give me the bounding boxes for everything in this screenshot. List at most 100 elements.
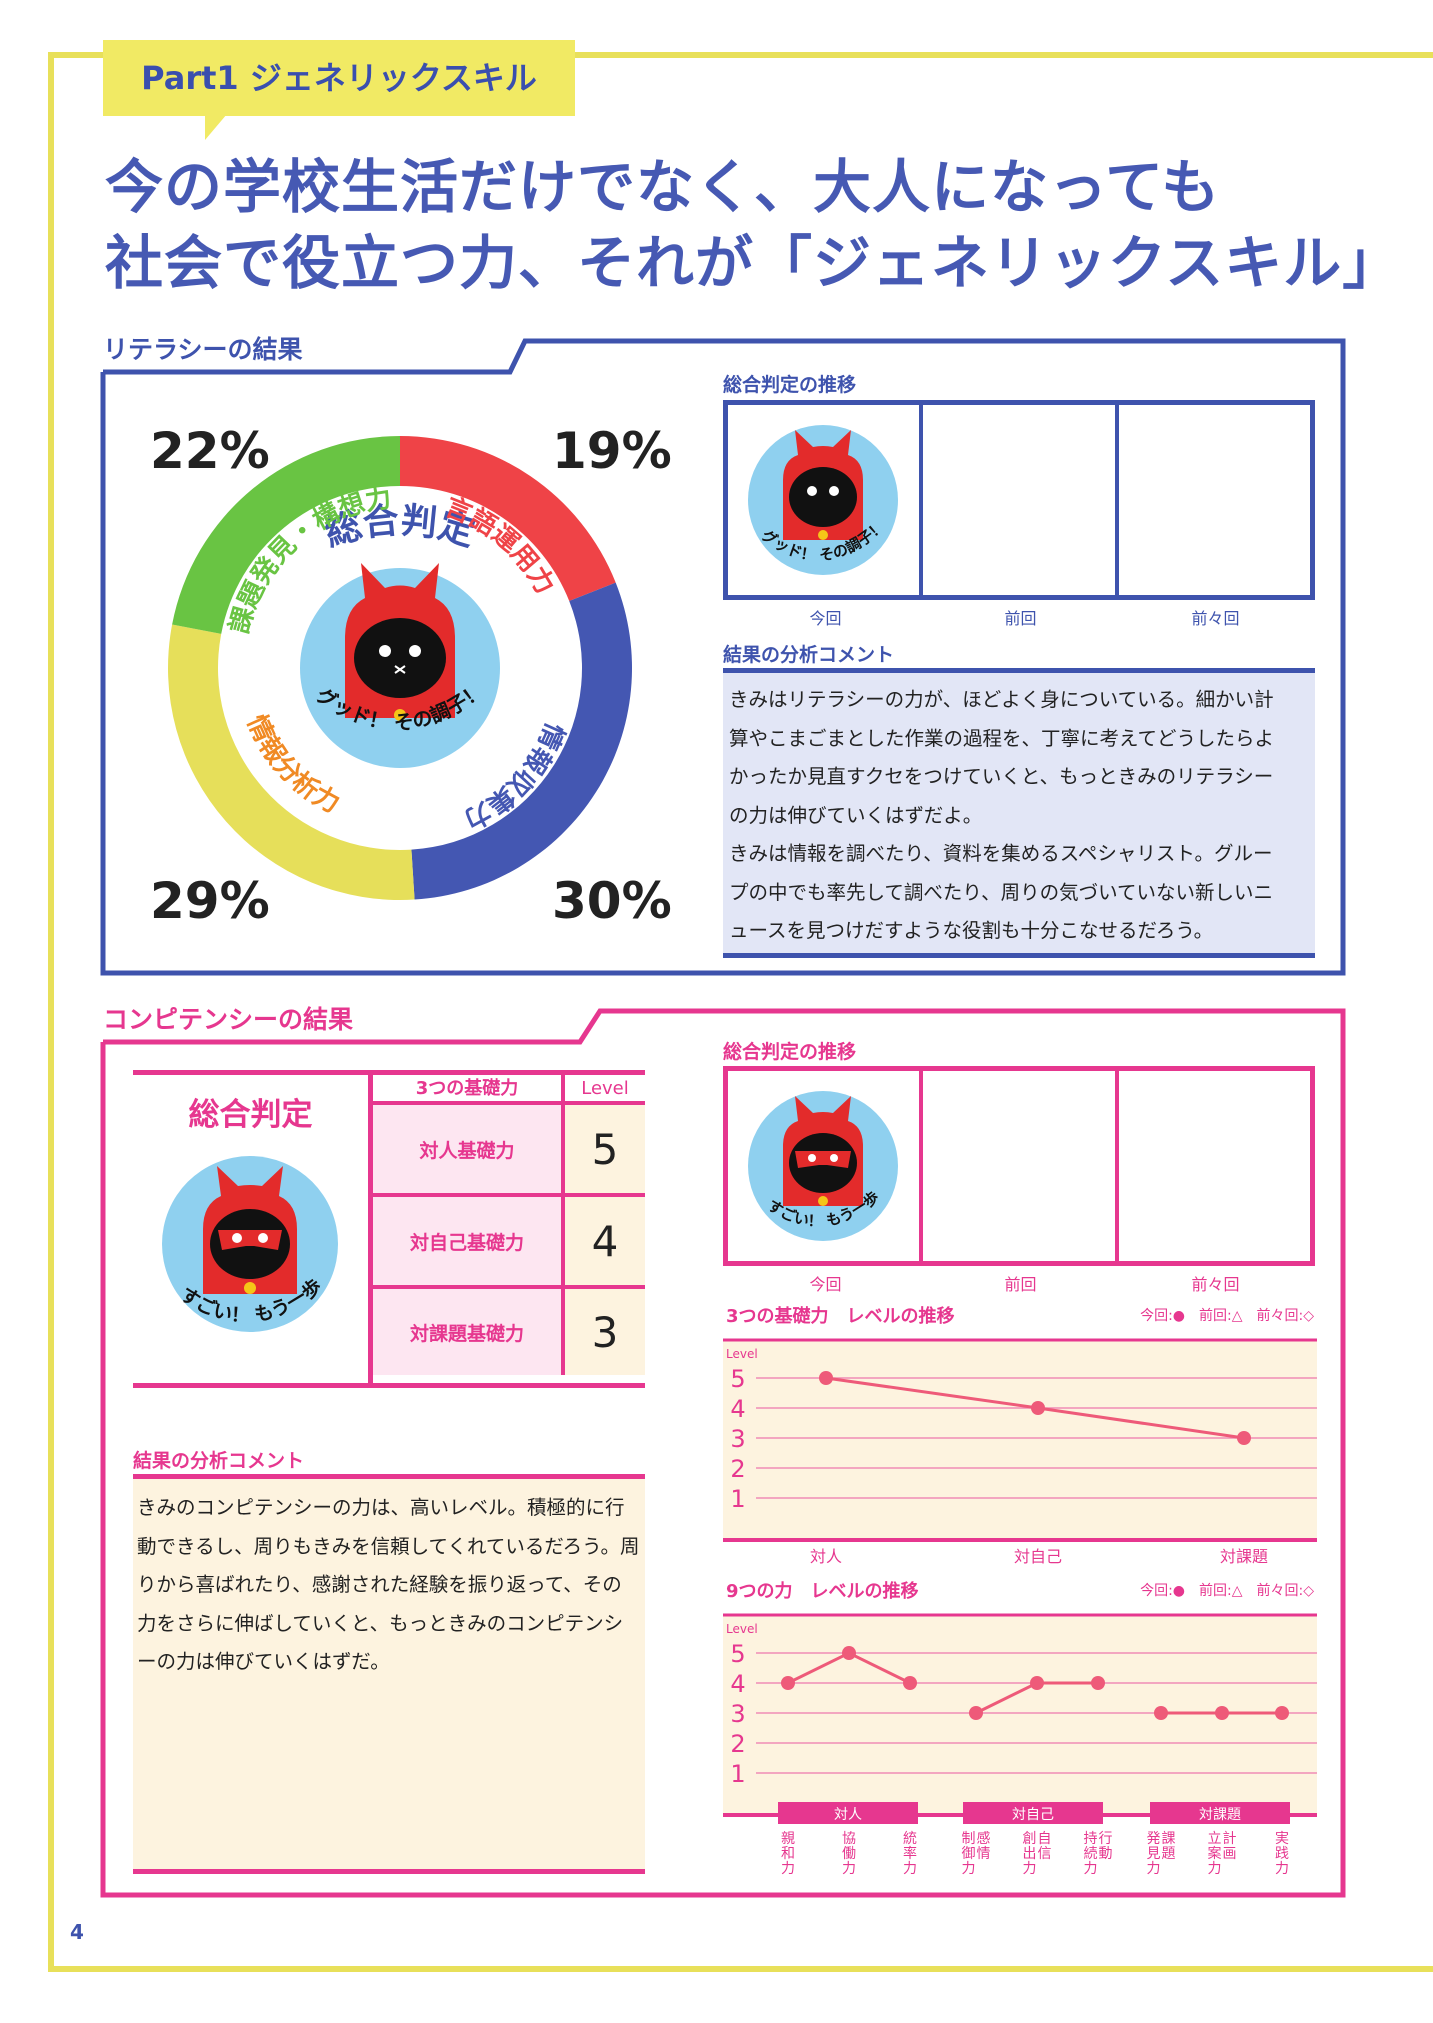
row-level: 3: [565, 1289, 645, 1375]
plot-area: [723, 1340, 1317, 1540]
competency-frame: [100, 1008, 1346, 1898]
x-tick-label: 行動持続力行動持続力: [1084, 1831, 1113, 1877]
table-row: 対自己基礎力 4: [373, 1197, 645, 1289]
headline-line1: 今の学校生活だけでなく、大人になっても: [105, 153, 1221, 221]
tab-pointer: [205, 114, 227, 140]
trend-cell-current: グッド！ その調子！: [728, 405, 924, 595]
trend-cell-current: すごい！ もう一歩: [728, 1071, 924, 1261]
data-point: [903, 1676, 917, 1690]
data-point: [1154, 1706, 1168, 1720]
data-point: [969, 1706, 983, 1720]
table-divider: [368, 1075, 373, 1383]
line-chart-legend: 今回:● 前回:△ 前々回:◇: [1140, 1582, 1314, 1599]
x-tick-label: 協働力協働力: [842, 1831, 856, 1877]
comment-line: ーの力は伸びていくはずだ。: [137, 1650, 390, 1673]
row-name: 対課題基礎力: [373, 1289, 561, 1375]
trend-label-before-previous: 前々回: [1191, 1275, 1240, 1294]
x-tick-label: 対課題: [1220, 1547, 1268, 1566]
y-tick-label: 3: [730, 1700, 745, 1728]
competency-table: 総合判定 すごい！ もう一歩 3つの基礎力 Level 対人基礎力 5 対自己基…: [133, 1070, 645, 1388]
y-tick-label: 5: [730, 1365, 745, 1393]
y-axis-label: Level: [726, 1622, 758, 1636]
y-tick-label: 5: [730, 1640, 745, 1668]
header-basic-power: 3つの基礎力: [415, 1078, 519, 1099]
percent-shushu: 30%: [552, 872, 672, 930]
x-group-bar: [963, 1802, 1103, 1824]
header-divider: [561, 1075, 565, 1101]
trend-cell-previous: [923, 405, 1119, 595]
mascot-icon: [345, 563, 455, 721]
data-point: [1275, 1706, 1289, 1720]
comment-line: プの中でも率先して調べたり、周りの気づいていない新しいニ: [729, 880, 1274, 904]
competency-section-title: コンピテンシーの結果: [103, 1005, 354, 1034]
competency-comment-box: きみのコンピテンシーの力は、高いレベル。積極的に行 動できるし、周りもきみを信頼…: [133, 1474, 645, 1874]
overall-title: 総合判定: [188, 1097, 313, 1133]
comment-line: 算やこまごまとした作業の過程を、丁寧に考えてどうしたらよ: [729, 726, 1275, 750]
line-chart-legend: 今回:● 前回:△ 前々回:◇: [1140, 1307, 1314, 1324]
data-point: [842, 1646, 856, 1660]
literacy-trend-grid: グッド！ その調子！: [723, 400, 1315, 600]
comment-line: きみのコンピテンシーの力は、高いレベル。積極的に行: [137, 1496, 625, 1519]
trend-label-current: 今回: [809, 1275, 842, 1294]
percent-kadai: 22%: [150, 422, 270, 480]
y-tick-label: 1: [730, 1760, 745, 1788]
donut-segment-bunseki: [168, 624, 415, 900]
donut-segment-gengo: [400, 436, 616, 602]
competency-trend-grid: すごい！ もう一歩: [723, 1066, 1315, 1266]
x-group-bar: [778, 1802, 918, 1824]
percent-gengo: 19%: [552, 422, 672, 480]
comment-line: 動できるし、周りもきみを信頼してくれているだろう。周: [137, 1534, 640, 1558]
trend-label-previous: 前回: [1004, 609, 1037, 628]
row-divider: [561, 1105, 565, 1193]
trend-cell-before-previous: [1119, 1071, 1310, 1261]
comment-line: かったか見直すクセをつけていくと、もっときみのリテラシー: [729, 765, 1274, 788]
x-tick-label: 実践力実践力: [1275, 1831, 1289, 1877]
y-tick-label: 4: [730, 1395, 745, 1423]
x-group-bar: [1150, 1802, 1290, 1824]
data-point: [1215, 1706, 1229, 1720]
x-tick-label: 対人: [810, 1547, 842, 1566]
row-name: 対人基礎力: [373, 1105, 561, 1193]
row-level: 5: [565, 1105, 645, 1193]
mascot-badge-icon: すごい！ もう一歩: [748, 1091, 898, 1241]
donut-segment-kadai: [172, 436, 400, 634]
competency-comment-title: 結果の分析コメント: [133, 1450, 305, 1472]
trend-label-previous: 前回: [1004, 1275, 1037, 1294]
y-axis-label: Level: [726, 1347, 758, 1361]
x-tick-label: 親和力親和力: [781, 1831, 795, 1877]
x-tick-label: 対自己: [1014, 1547, 1062, 1566]
table-right: 3つの基礎力 Level 対人基礎力 5 対自己基礎力 4 対課題基礎力 3: [373, 1075, 645, 1383]
x-tick-label: 計画立案力計画立案力: [1208, 1831, 1237, 1877]
x-group-label: 対人: [834, 1807, 862, 1823]
literacy-comment-title: 結果の分析コメント: [723, 644, 895, 666]
y-tick-label: 4: [730, 1670, 745, 1698]
trend-cell-before-previous: [1119, 405, 1310, 595]
comment-line: 力をさらに伸ばしていくと、もっときみのコンピテンシ: [137, 1611, 624, 1635]
line-chart-title: 3つの基礎力 レベルの推移: [726, 1305, 955, 1327]
overall-cell: 総合判定 すごい！ もう一歩: [133, 1075, 368, 1383]
header-level: Level: [581, 1078, 629, 1099]
y-tick-label: 2: [730, 1455, 745, 1483]
literacy-trend-title: 総合判定の推移: [723, 374, 857, 396]
literacy-frame: [100, 338, 1346, 976]
comment-line: の力は伸びていくはずだよ。: [729, 803, 983, 827]
row-level: 4: [565, 1197, 645, 1285]
competency-trend-title: 総合判定の推移: [723, 1041, 857, 1063]
table-row: 対人基礎力 5: [373, 1105, 645, 1197]
comment-line: りから喜ばれたり、感謝された経験を振り返って、その: [137, 1573, 622, 1596]
data-point: [781, 1676, 795, 1690]
row-divider: [561, 1197, 565, 1285]
comment-line: きみはリテラシーの力が、ほどよく身についている。細かい計: [729, 688, 1274, 711]
comment-line: ュースを見つけだすような役割も十分こなせるだろう。: [729, 919, 1214, 942]
literacy-comment-box: きみはリテラシーの力が、ほどよく身についている。細かい計 算やこまごまとした作業…: [723, 668, 1315, 958]
line-chart-title: 9つの力 レベルの推移: [726, 1580, 919, 1602]
table-row: 対課題基礎力 3: [373, 1289, 645, 1375]
donut-segment-shushu: [411, 582, 632, 900]
data-point: [1030, 1676, 1044, 1690]
literacy-donut-chart: グッド！ その調子！ 総合判定 言語運用力 情報収集力 情報分析力 課題発見・構…: [168, 436, 632, 900]
comment-line: きみは情報を調べたり、資料を集めるスペシャリスト。グルー: [729, 842, 1273, 865]
y-tick-label: 3: [730, 1425, 745, 1453]
data-point: [1237, 1431, 1251, 1445]
